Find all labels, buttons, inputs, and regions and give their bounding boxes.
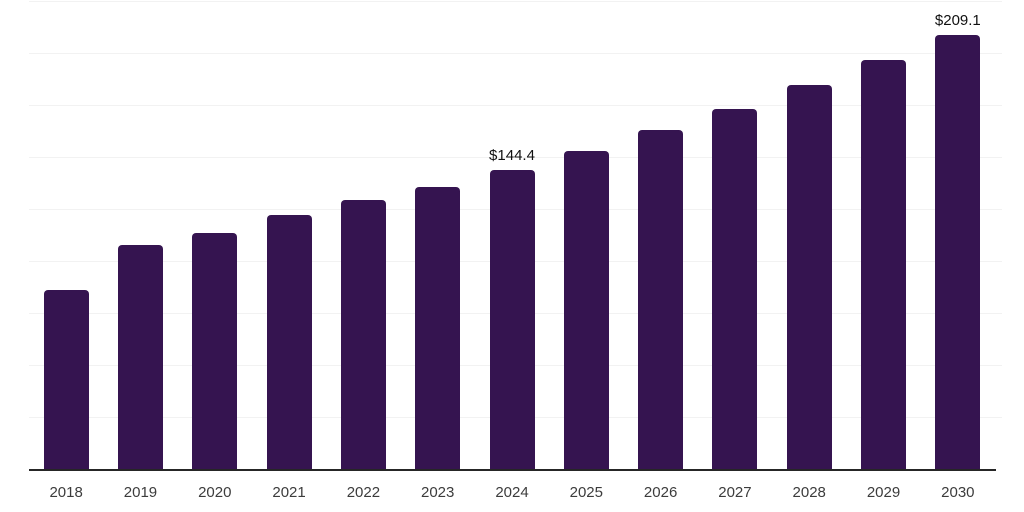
x-tick-label-2023: 2023	[421, 484, 455, 501]
gridline	[29, 53, 1002, 54]
x-tick-label-2030: 2030	[941, 484, 975, 501]
bar-2027	[712, 108, 758, 470]
bar-2019	[117, 244, 163, 470]
bar-2029	[861, 60, 907, 470]
bar-2025	[563, 150, 609, 470]
data-label-2030: $209.1	[934, 12, 981, 30]
bar-2018	[43, 290, 89, 470]
bar-2028	[786, 84, 832, 470]
x-tick-label-2020: 2020	[198, 484, 232, 501]
bar-2022	[340, 199, 386, 470]
bar-2020	[192, 233, 238, 470]
bar-2023	[415, 186, 461, 470]
x-tick-label-2021: 2021	[272, 484, 306, 501]
data-label-2024: $144.4	[489, 146, 535, 164]
gridline	[29, 157, 1002, 158]
gridline	[29, 105, 1002, 106]
plot-area: $144.4 $209.1	[29, 1, 1002, 470]
x-tick-label-2019: 2019	[123, 484, 158, 501]
x-tick-label-2024: 2024	[495, 484, 529, 501]
bar-2030	[935, 35, 981, 470]
bar-2021	[266, 215, 312, 470]
x-tick-label-2026: 2026	[643, 484, 678, 501]
x-axis-line	[29, 469, 996, 471]
x-axis-labels: 2018 2019 2020 2021 2022 2023 2024 2025 2026 2027…	[29, 484, 995, 504]
x-tick-label-2029: 2029	[866, 484, 901, 501]
gridline	[29, 1, 1002, 2]
x-tick-label-2028: 2028	[792, 484, 826, 501]
x-tick-label-2025: 2025	[569, 484, 603, 501]
x-tick-label-2018: 2018	[49, 484, 83, 501]
bar-2024	[489, 169, 535, 470]
x-tick-label-2027: 2027	[718, 484, 752, 501]
x-tick-label-2022: 2022	[346, 484, 381, 501]
bar-2026	[638, 129, 684, 470]
